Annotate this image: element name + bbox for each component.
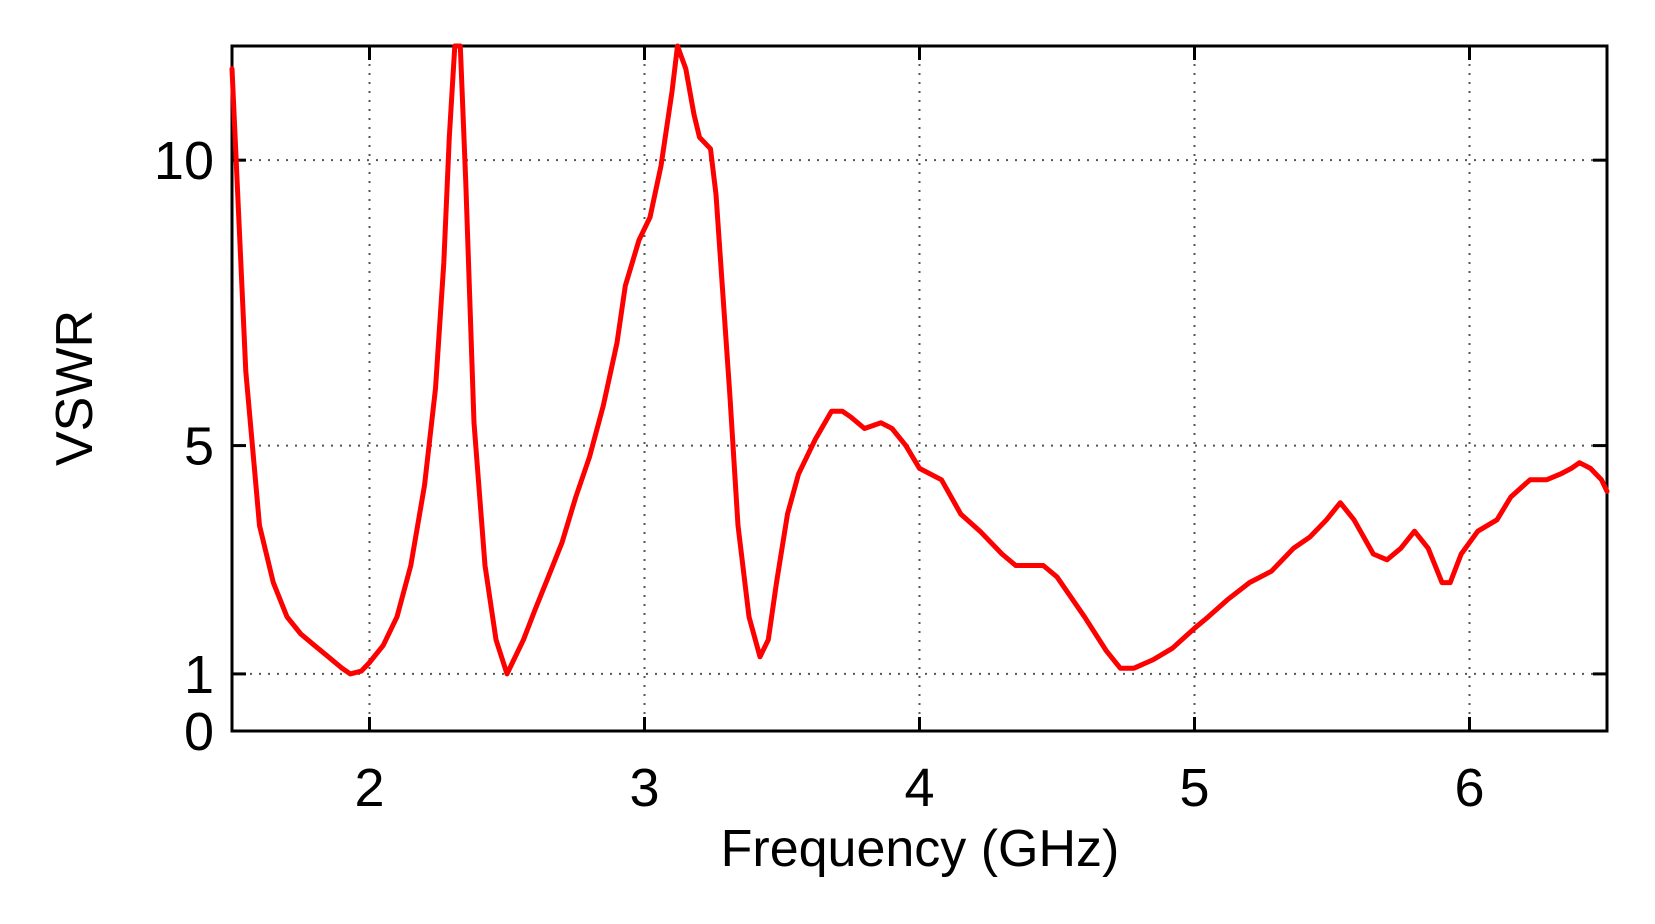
plot-frame: [230, 44, 1609, 733]
x-tick-label: 3: [629, 758, 659, 818]
grid-lines: [232, 46, 1607, 731]
x-tick-labels: 2 3 4 5 6: [354, 758, 1484, 818]
y-axis-label: VSWR: [46, 310, 104, 466]
x-axis-label: Frequency (GHz): [721, 820, 1120, 878]
x-tick-label: 6: [1454, 758, 1484, 818]
y-tick-label: 10: [154, 131, 214, 191]
x-tick-label: 5: [1179, 758, 1209, 818]
axis-ticks: [232, 46, 1607, 733]
y-tick-label: 1: [184, 645, 214, 705]
y-tick-label: 0: [184, 702, 214, 762]
x-tick-label: 2: [354, 758, 384, 818]
x-tick-label: 4: [904, 758, 934, 818]
vswr-series-line: [229, 43, 1610, 677]
y-tick-labels: 01 5 10: [154, 131, 214, 762]
y-tick-label: 5: [184, 417, 214, 477]
